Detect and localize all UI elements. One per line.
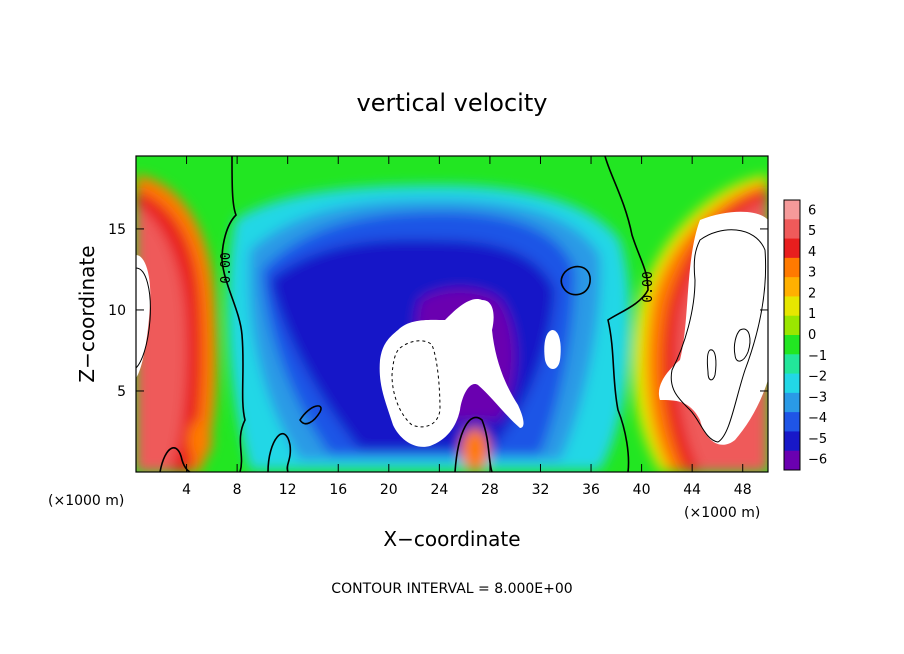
x-tick-label: 12 — [279, 482, 297, 498]
zero-contour-bottom2 — [454, 416, 493, 472]
chart-title: vertical velocity — [357, 89, 548, 117]
positive-contour-right — [670, 229, 767, 443]
positive-contour-left — [136, 267, 151, 369]
x-unit-label-left: (×1000 m) — [48, 493, 124, 509]
negative-contour-core — [391, 340, 441, 428]
colorbar-swatch — [784, 335, 800, 355]
colorbar-swatch — [784, 431, 800, 452]
colorbar-swatch — [784, 373, 800, 394]
colorbar-label: −5 — [808, 432, 827, 447]
zero-contour-left — [221, 156, 246, 472]
colorbar-label: 0 — [808, 328, 816, 343]
y-tick-label: 10 — [108, 303, 126, 319]
zero-contour-bottom4 — [159, 447, 191, 472]
contour-label-left: 0.00 — [219, 252, 234, 283]
positive-contour-right-inner — [733, 328, 751, 362]
colorbar-swatch — [784, 315, 800, 336]
x-axis-label: X−coordinate — [383, 527, 520, 551]
saturated-positive-left — [136, 255, 151, 378]
x-tick-label: 28 — [481, 482, 499, 498]
thin-contours — [136, 229, 767, 443]
colorbar-label: −1 — [808, 349, 827, 364]
colorbar-swatch — [784, 296, 800, 317]
colorbar-swatch — [784, 354, 800, 375]
contour-label-right: 0.00 — [641, 271, 656, 302]
surface-updraft-5 — [188, 420, 212, 460]
zero-contour-right — [604, 156, 649, 472]
x-tick-label: 44 — [683, 482, 701, 498]
colorbar-label: −3 — [808, 390, 827, 405]
contour-lines — [159, 156, 649, 472]
colorbar-label: 1 — [808, 307, 816, 322]
y-tick-label: 5 — [117, 384, 126, 400]
colorbar-swatch — [784, 238, 800, 259]
colorbar-swatch — [784, 219, 800, 240]
saturated-negative-core — [379, 299, 524, 447]
surface-updraft-28 — [461, 428, 489, 472]
zero-contour-bottom3 — [299, 405, 322, 425]
y-axis-ticks: 5 10 15 — [108, 222, 768, 400]
colorbar-label: 5 — [808, 224, 816, 239]
colorbar-label: 4 — [808, 245, 816, 260]
x-tick-label: 4 — [182, 482, 191, 498]
contour-interval: CONTOUR INTERVAL = 8.000E+00 — [331, 581, 572, 597]
colorbar-label: 3 — [808, 266, 816, 281]
colorbar-swatch — [784, 392, 800, 413]
x-unit-label-right: (×1000 m) — [684, 505, 760, 521]
colorbar-swatch — [784, 412, 800, 432]
colorbar-swatch — [784, 277, 800, 297]
saturated-positive-right — [658, 211, 768, 445]
colorbar-frame — [783, 199, 801, 471]
left-updraft-pink — [136, 205, 187, 472]
x-axis-ticks: 4 8 12 16 20 24 28 32 36 40 44 48 — [182, 156, 752, 498]
colorbar-swatch — [784, 257, 800, 278]
y-axis-label: Z−coordinate — [75, 245, 99, 382]
x-tick-label: 36 — [582, 482, 600, 498]
x-tick-label: 20 — [380, 482, 398, 498]
x-tick-label: 48 — [734, 482, 752, 498]
colorbar-label: −4 — [808, 411, 827, 426]
positive-contour-right-inner2 — [706, 349, 717, 381]
colorbar: 6 5 4 3 2 1 0 −1 −2 −3 −4 −5 −6 — [783, 199, 827, 471]
colorbar-swatch — [784, 450, 800, 471]
x-tick-label: 8 — [233, 482, 242, 498]
colorbar-label: 6 — [808, 203, 816, 218]
colorbar-swatch — [784, 200, 800, 220]
colorbar-label: −6 — [808, 453, 827, 468]
y-tick-label: 15 — [108, 222, 126, 238]
colorbar-label: 2 — [808, 286, 816, 301]
zero-contour-small — [560, 265, 591, 296]
x-tick-label: 32 — [532, 482, 550, 498]
plot-area — [136, 156, 768, 472]
x-tick-label: 16 — [329, 482, 347, 498]
plot-frame — [135, 155, 769, 473]
colorbar-label: −2 — [808, 370, 827, 385]
x-tick-label: 24 — [430, 482, 448, 498]
x-tick-label: 40 — [633, 482, 651, 498]
saturated-negative-small — [544, 330, 561, 369]
